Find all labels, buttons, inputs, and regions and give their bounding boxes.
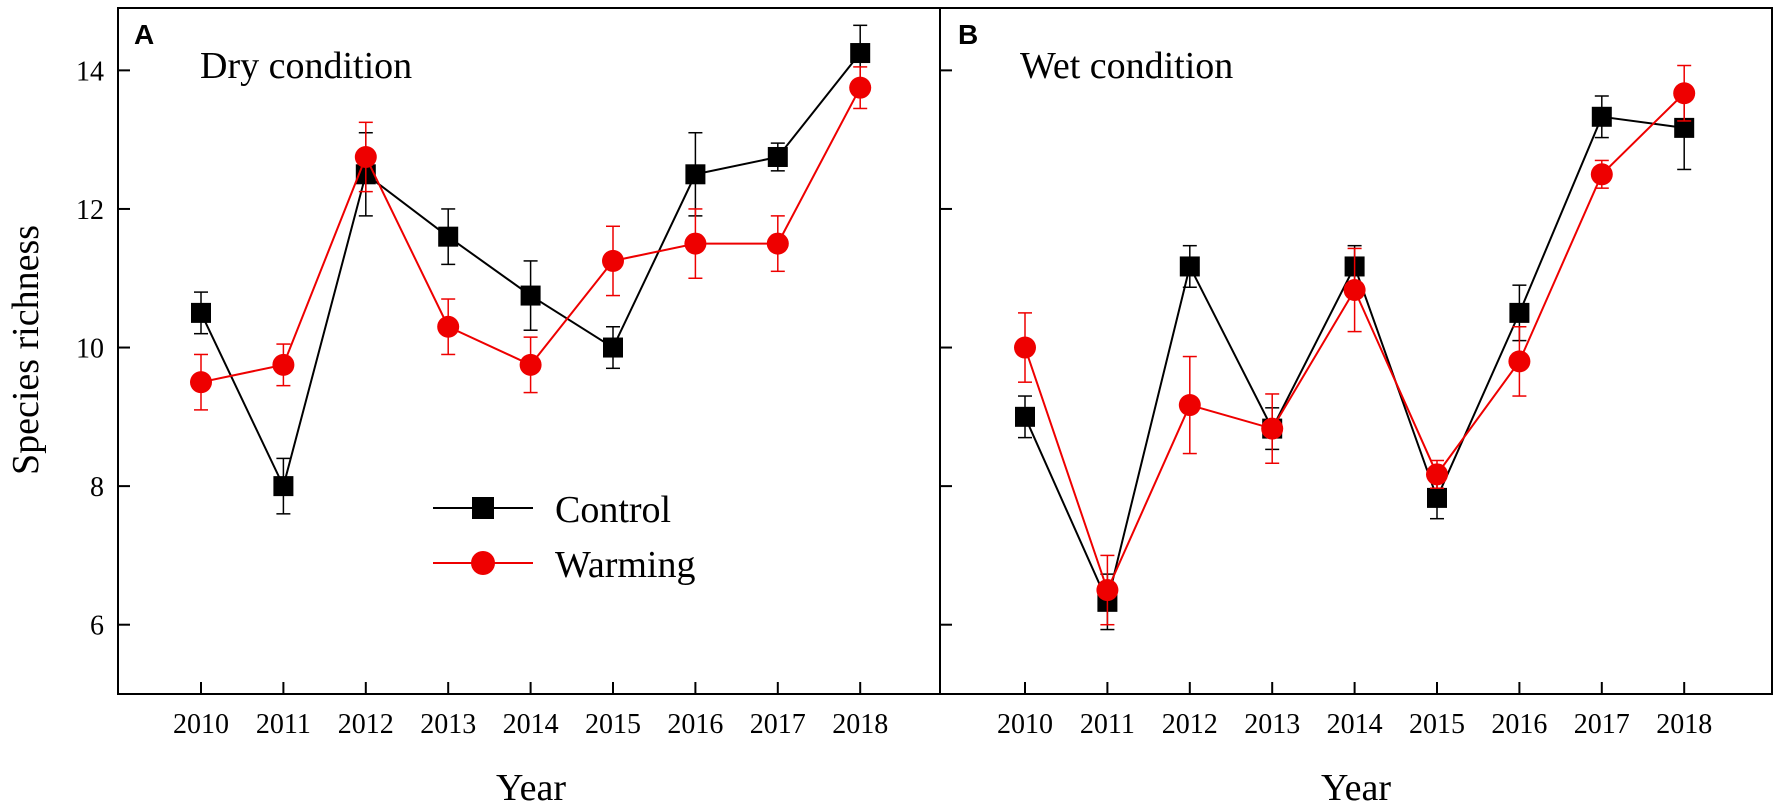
x-tick-label: 2015 — [1409, 709, 1465, 740]
legend-label-control: Control — [555, 489, 671, 531]
panel-b-x-ticks: 2010 2011 2012 2013 2014 2015 2016 2017 2018 — [997, 682, 1712, 740]
control-error-bars — [1018, 85, 1692, 631]
warming-point — [1096, 579, 1119, 602]
y-tick-label: 10 — [76, 334, 104, 365]
control-series-line — [1024, 115, 1685, 605]
warming-point — [354, 145, 377, 168]
panel-b-series — [1014, 64, 1696, 631]
x-tick-label: 2018 — [1656, 709, 1712, 740]
panel-b-y-ticks — [940, 69, 952, 626]
panel-a-letter: A — [134, 19, 154, 50]
control-point — [603, 337, 623, 358]
control-point — [1179, 256, 1200, 277]
warming-point — [1508, 350, 1531, 373]
panel-b-wet-condition: B Wet condition 2010 2011 2012 2013 2014 2015… — [939, 7, 1773, 740]
y-tick-label: 12 — [76, 195, 104, 226]
control-point — [1591, 106, 1612, 127]
control-point — [273, 476, 294, 497]
x-tick-label: 2015 — [585, 709, 641, 740]
warming-point — [519, 353, 542, 376]
warming-point — [1590, 163, 1613, 186]
panel-a-x-ticks: 2010 2011 2012 2013 2014 2015 2016 2017 2018 — [173, 682, 888, 740]
warming-point — [190, 371, 212, 394]
legend-marker-warming — [471, 551, 495, 575]
control-point — [1015, 406, 1035, 427]
control-point — [850, 43, 871, 64]
y-tick-label: 14 — [76, 56, 104, 87]
x-tick-label: 2017 — [750, 709, 806, 740]
control-point — [1427, 487, 1447, 508]
y-tick-label: 8 — [90, 472, 104, 503]
x-tick-label: 2016 — [667, 709, 723, 740]
x-tick-label: 2018 — [832, 709, 888, 740]
warming-point — [1014, 336, 1036, 359]
warming-point — [684, 232, 707, 255]
x-tick-label: 2017 — [1574, 709, 1630, 740]
x-tick-label: 2010 — [173, 709, 229, 740]
warming-error-bars — [1018, 64, 1692, 626]
x-tick-label: 2014 — [503, 709, 559, 740]
x-tick-label: 2011 — [1080, 709, 1135, 740]
x-tick-label: 2012 — [1162, 709, 1218, 740]
panel-a-y-ticks: 6 8 10 12 14 — [76, 56, 130, 642]
legend-marker-control — [472, 497, 494, 519]
warming-point — [272, 353, 295, 376]
control-point — [520, 285, 541, 306]
y-axis-title: Species richness — [5, 225, 47, 475]
control-point — [191, 302, 211, 323]
x-tick-label: 2012 — [338, 709, 394, 740]
panel-b-title: Wet condition — [1020, 45, 1233, 87]
x-tick-label: 2010 — [997, 709, 1053, 740]
control-point — [767, 146, 788, 167]
warming-point — [766, 232, 789, 255]
warming-point — [1673, 82, 1696, 105]
panel-a-frame — [117, 7, 941, 695]
panel-b-letter: B — [958, 19, 978, 50]
warming-point — [602, 249, 624, 272]
warming-point — [1426, 463, 1448, 486]
control-point — [1509, 302, 1530, 323]
warming-series-line — [1024, 92, 1685, 593]
panel-a-title: Dry condition — [200, 45, 412, 87]
warming-point — [437, 315, 460, 338]
panel-a-series — [190, 24, 872, 515]
control-point — [685, 164, 706, 185]
x-tick-label: 2011 — [256, 709, 311, 740]
warming-point — [1343, 279, 1366, 302]
x-tick-label: 2016 — [1491, 709, 1547, 740]
warming-point — [1261, 417, 1284, 440]
warming-point — [849, 76, 872, 99]
legend-label-warming: Warming — [555, 544, 695, 586]
y-tick-label: 6 — [90, 611, 104, 642]
warming-point — [1178, 394, 1201, 417]
x-tick-label: 2014 — [1327, 709, 1383, 740]
panel-b-frame — [939, 7, 1773, 695]
legend: Control Warming — [433, 489, 695, 586]
x-tick-label: 2013 — [420, 709, 476, 740]
x-axis-title-a: Year — [496, 767, 566, 808]
control-point — [1674, 117, 1695, 138]
x-tick-label: 2013 — [1244, 709, 1300, 740]
control-point — [438, 226, 459, 247]
x-axis-title-b: Year — [1321, 767, 1391, 808]
